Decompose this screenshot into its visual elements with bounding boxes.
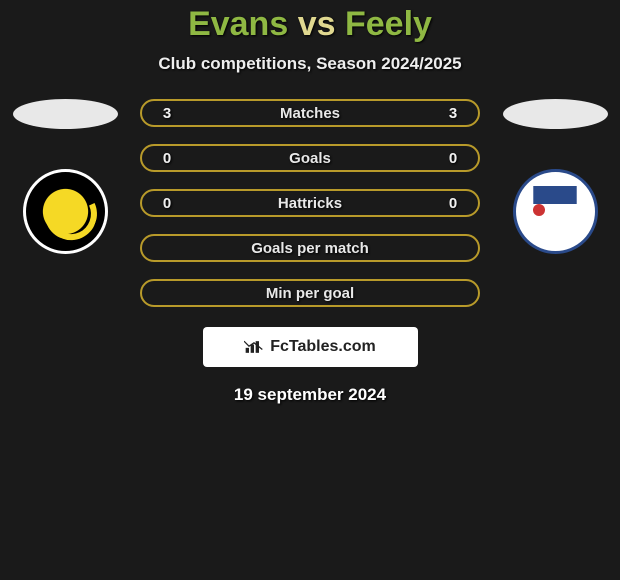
newport-county-crest — [23, 169, 108, 254]
comparison-card: Evans vs Feely Club competitions, Season… — [0, 0, 620, 405]
stat-row-gpm: Goals per match — [140, 234, 480, 262]
stat-row-mpg: Min per goal — [140, 279, 480, 307]
stat-right-value: 0 — [443, 195, 463, 212]
stat-row-hattricks: 0 Hattricks 0 — [140, 189, 480, 217]
stat-left-value: 3 — [157, 105, 177, 122]
stat-label: Min per goal — [266, 285, 354, 302]
stat-right-value: 0 — [443, 150, 463, 167]
fctables-logo[interactable]: FcTables.com — [203, 327, 418, 367]
stat-right-value: 3 — [443, 105, 463, 122]
player1-avatar — [13, 99, 118, 129]
crest-detail-icon — [533, 204, 545, 216]
date-text: 19 september 2024 — [0, 385, 620, 405]
main-grid: 3 Matches 3 0 Goals 0 0 Hattricks 0 Goal… — [0, 99, 620, 307]
page-title: Evans vs Feely — [0, 5, 620, 44]
player2-name: Feely — [345, 5, 432, 43]
bar-chart-icon — [244, 339, 264, 355]
stat-label: Goals — [289, 150, 331, 167]
stats-list: 3 Matches 3 0 Goals 0 0 Hattricks 0 Goal… — [125, 99, 495, 307]
subtitle: Club competitions, Season 2024/2025 — [0, 54, 620, 74]
stat-label: Goals per match — [251, 240, 369, 257]
barrow-crest — [513, 169, 598, 254]
player1-name: Evans — [188, 5, 288, 43]
stat-label: Matches — [280, 105, 340, 122]
stat-row-goals: 0 Goals 0 — [140, 144, 480, 172]
stat-label: Hattricks — [278, 195, 342, 212]
stat-left-value: 0 — [157, 150, 177, 167]
right-column — [495, 99, 615, 254]
player2-avatar — [503, 99, 608, 129]
logo-text: FcTables.com — [270, 338, 376, 356]
vs-text: vs — [298, 5, 336, 43]
stat-left-value: 0 — [157, 195, 177, 212]
stat-row-matches: 3 Matches 3 — [140, 99, 480, 127]
left-column — [5, 99, 125, 254]
